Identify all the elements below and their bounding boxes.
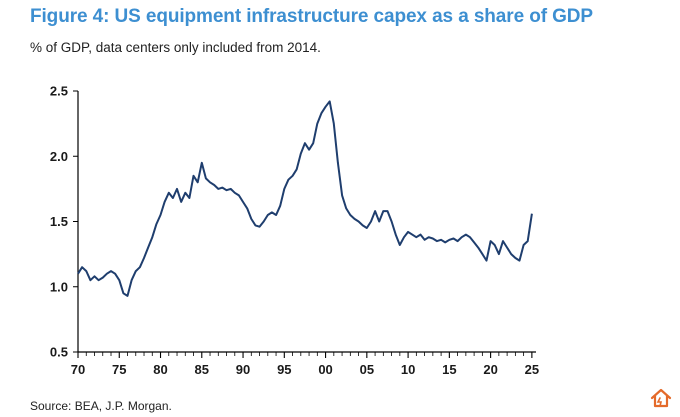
- y-tick-label: 2.0: [50, 149, 68, 164]
- chart-marks: [77, 100, 533, 297]
- x-tick-label: 10: [401, 362, 415, 377]
- y-tick-label: 2.5: [50, 84, 68, 99]
- chart-subtitle: % of GDP, data centers only included fro…: [30, 40, 321, 55]
- y-tick-label: 1.5: [50, 214, 68, 229]
- house-logo-icon: [650, 388, 672, 408]
- x-tick-label: 70: [71, 362, 85, 377]
- x-tick-label: 75: [112, 362, 126, 377]
- y-tick-label: 1.0: [50, 279, 68, 294]
- chart-axes: 0.5 1.0 1.5 2.0 2.5 70 75 80 85 90 95 00 05 10 15 20 25: [50, 84, 539, 378]
- x-tick-label: 15: [442, 362, 456, 377]
- x-tick-label: 85: [195, 362, 209, 377]
- chart-title: Figure 4: US equipment infrastructure ca…: [30, 6, 594, 27]
- y-tick-label: 0.5: [50, 345, 68, 360]
- x-tick-label: 20: [483, 362, 497, 377]
- series-line: [77, 100, 533, 297]
- x-tick-label: 05: [360, 362, 374, 377]
- x-tick-label: 25: [525, 362, 539, 377]
- x-tick-label: 95: [277, 362, 291, 377]
- source-note: Source: BEA, J.P. Morgan.: [30, 399, 172, 413]
- x-tick-label: 80: [153, 362, 167, 377]
- x-tick-label: 00: [318, 362, 332, 377]
- x-tick-label: 90: [236, 362, 250, 377]
- line-chart: 0.5 1.0 1.5 2.0 2.5 70 75 80 85 90 95 00 05 10 15 20 25: [50, 84, 539, 378]
